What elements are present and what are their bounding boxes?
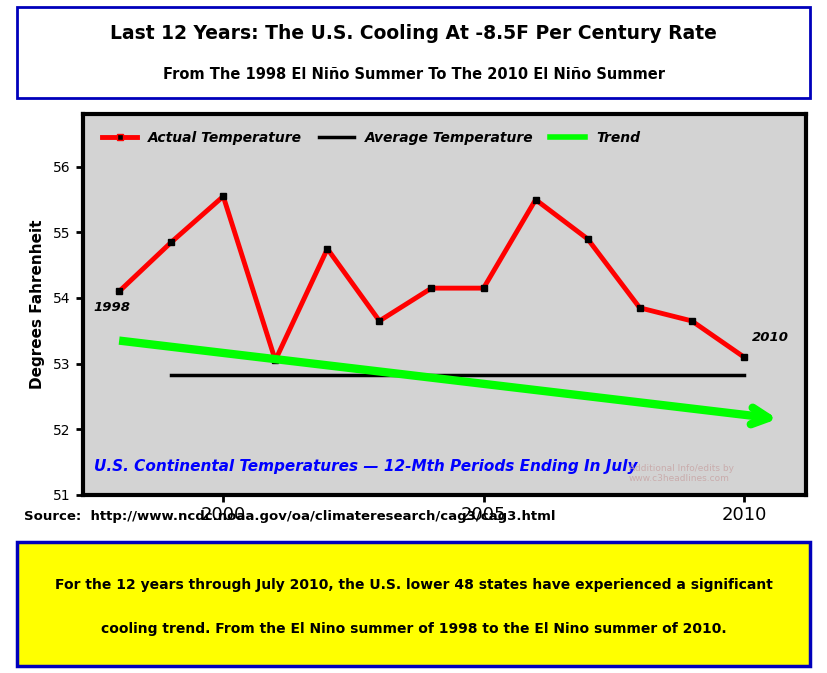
Text: U.S. Continental Temperatures — 12-Mth Periods Ending In July: U.S. Continental Temperatures — 12-Mth P… <box>93 459 637 474</box>
Y-axis label: Degrees Fahrenheit: Degrees Fahrenheit <box>30 220 45 389</box>
Text: For the 12 years through July 2010, the U.S. lower 48 states have experienced a : For the 12 years through July 2010, the … <box>55 578 772 592</box>
Text: Source:  http://www.ncdc.noaa.gov/oa/climateresearch/cag3/cag3.html: Source: http://www.ncdc.noaa.gov/oa/clim… <box>25 510 556 523</box>
Text: Additional Info/edits by
www.c3headlines.com: Additional Info/edits by www.c3headlines… <box>629 464 734 483</box>
Text: 2010: 2010 <box>752 330 789 344</box>
FancyBboxPatch shape <box>17 542 810 666</box>
Legend: Actual Temperature, Average Temperature, Trend: Actual Temperature, Average Temperature,… <box>97 125 645 150</box>
Text: From The 1998 El Niño Summer To The 2010 El Niño Summer: From The 1998 El Niño Summer To The 2010… <box>162 67 665 82</box>
Text: 1998: 1998 <box>93 301 130 314</box>
Text: Last 12 Years: The U.S. Cooling At -8.5F Per Century Rate: Last 12 Years: The U.S. Cooling At -8.5F… <box>110 24 717 44</box>
FancyBboxPatch shape <box>17 7 810 98</box>
Text: cooling trend. From the El Nino summer of 1998 to the El Nino summer of 2010.: cooling trend. From the El Nino summer o… <box>101 622 726 636</box>
